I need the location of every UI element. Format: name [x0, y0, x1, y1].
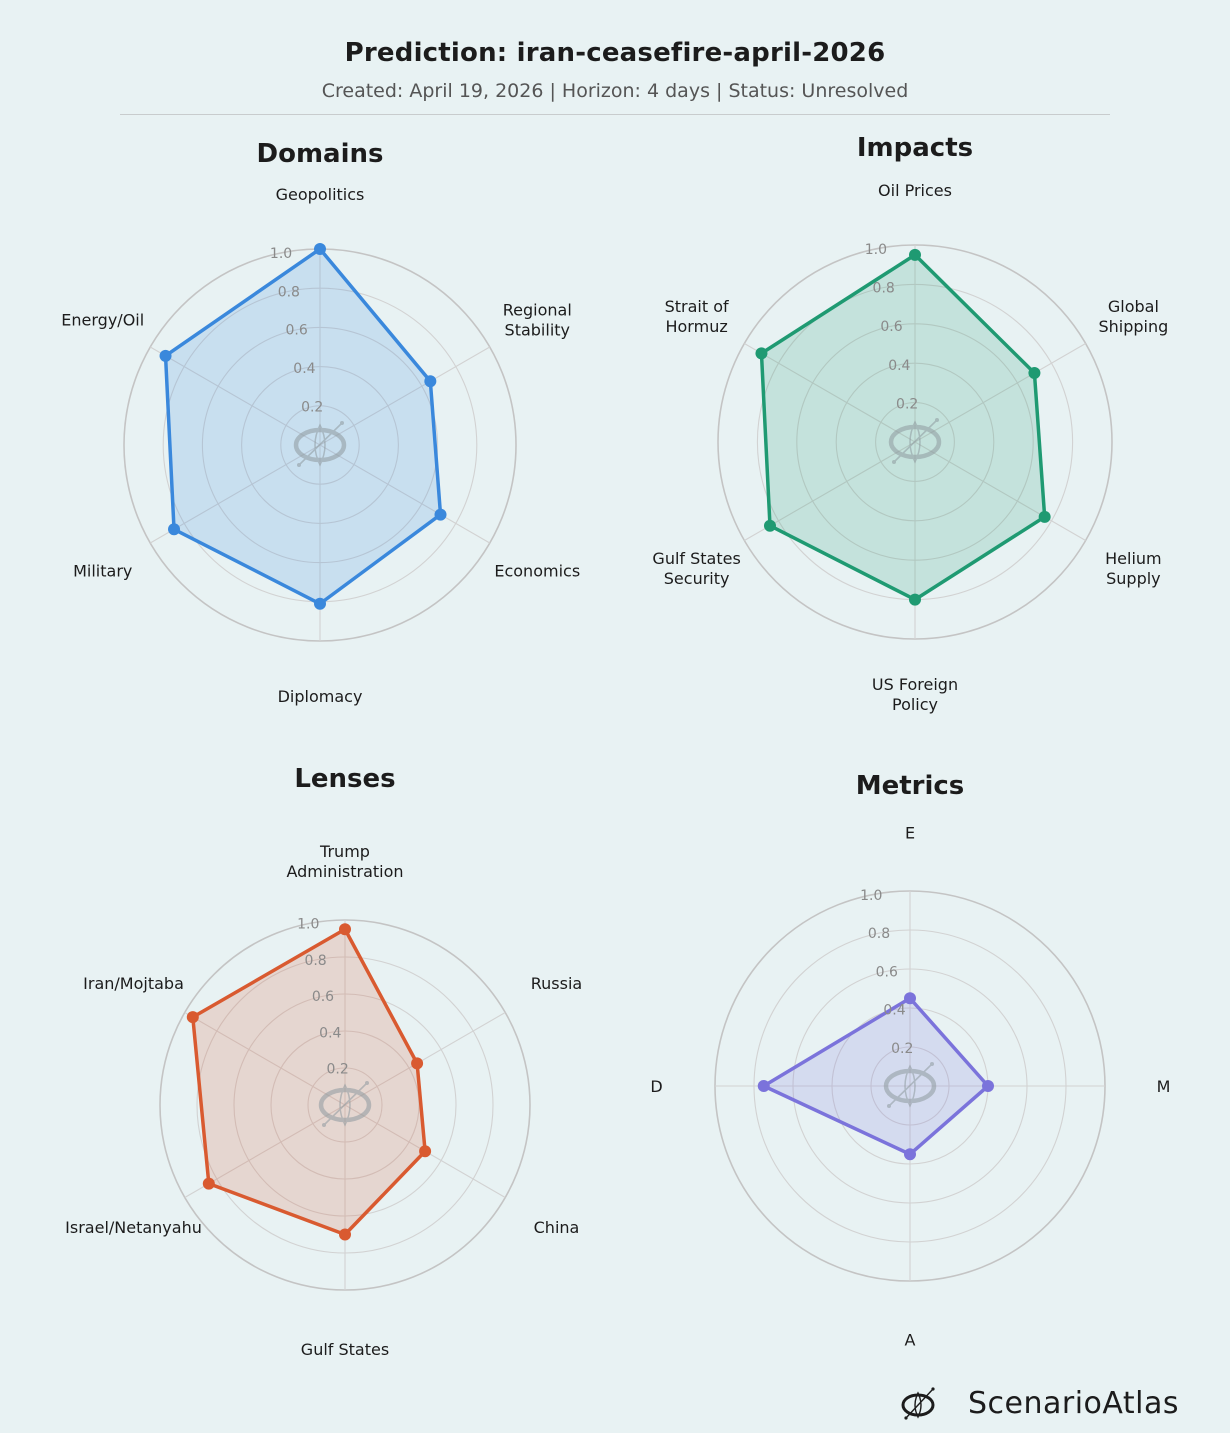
data-point [763, 519, 776, 532]
data-point [424, 375, 437, 388]
scenarioatlas-logo-icon [901, 1387, 935, 1420]
axis-label: Global Shipping [1098, 297, 1168, 336]
data-point [314, 597, 326, 610]
header-divider [120, 114, 1110, 115]
radial-tick-label: 0.4 [293, 361, 315, 377]
radial-tick-label: 0.4 [888, 358, 910, 374]
series-area [165, 249, 441, 604]
data-point [1028, 367, 1041, 380]
axis-label: Russia [531, 974, 582, 993]
axis-label: Gulf States [301, 1340, 389, 1359]
brand-footer: ScenarioAtlas [900, 1380, 1179, 1426]
axis-label: Military [73, 561, 132, 580]
center-logo-icon [883, 1062, 937, 1108]
grid-spoke [319, 444, 491, 544]
data-point [168, 523, 181, 536]
grid-spoke [914, 343, 1086, 443]
center-logo-icon [293, 421, 347, 467]
radar-chart-impacts: Impacts 0.2 0.4 0.6 0.8 1.0 Oil Prices Global Sh… [652, 133, 1168, 714]
data-point [434, 508, 447, 521]
axis-label: Diplomacy [278, 687, 363, 706]
data-point [159, 349, 172, 362]
page-title: Prediction: iran-ceasefire-april-2026 [344, 38, 886, 68]
radial-tick-label: 0.8 [868, 926, 890, 942]
grid-spoke [149, 346, 321, 446]
data-point [757, 1080, 770, 1092]
grid-spoke [184, 1012, 346, 1106]
grid-spoke [914, 441, 1086, 541]
data-point [202, 1177, 215, 1190]
axis-label: Regional Stability [503, 301, 572, 340]
data-point [411, 1057, 424, 1070]
radial-tick-label: 0.6 [880, 319, 902, 335]
radial-tick-label: 0.8 [304, 953, 326, 969]
brand-name: ScenarioAtlas [968, 1385, 1180, 1421]
axis-label: Trump Administration [286, 842, 403, 881]
grid-spoke [344, 1012, 506, 1106]
grid-spoke [744, 343, 916, 443]
axis-label: E [905, 824, 915, 843]
grid-spoke [319, 346, 491, 446]
axis-label: M [1157, 1077, 1171, 1096]
data-point [755, 347, 768, 360]
axis-label: D [650, 1077, 662, 1096]
series-area [192, 929, 426, 1235]
data-point [909, 248, 921, 261]
radial-tick-label: 0.6 [286, 323, 308, 339]
chart-title: Lenses [294, 764, 395, 794]
data-point [339, 923, 351, 936]
center-logo-icon [318, 1081, 372, 1127]
axis-label: Oil Prices [878, 181, 952, 200]
radial-tick-label: 1.0 [297, 917, 319, 933]
axis-label: US Foreign Policy [872, 675, 958, 714]
radial-tick-label: 0.8 [873, 281, 895, 297]
radial-tick-label: 0.2 [891, 1041, 913, 1057]
axis-label: Helium Supply [1105, 549, 1162, 588]
data-point [339, 1228, 351, 1241]
data-point [1038, 510, 1051, 523]
radial-tick-label: 1.0 [865, 242, 887, 258]
radial-tick-label: 1.0 [860, 888, 882, 904]
axis-label: Economics [494, 561, 580, 580]
data-point [982, 1080, 994, 1092]
axis-label: Iran/Mojtaba [83, 974, 184, 993]
axis-label: Israel/Netanyahu [65, 1218, 202, 1237]
radial-tick-label: 0.4 [319, 1025, 341, 1041]
radar-chart-domains: Domains 0.2 0.4 0.6 0.8 1.0 Geopolitics Regiona… [61, 139, 580, 706]
radial-tick-label: 1.0 [270, 246, 292, 262]
radial-tick-label: 0.2 [301, 400, 323, 416]
chart-title: Impacts [857, 133, 973, 163]
chart-title: Metrics [856, 771, 965, 801]
axis-label: China [534, 1218, 580, 1237]
data-point [904, 1148, 916, 1161]
chart-title: Domains [257, 139, 384, 169]
axis-label: Strait of Hormuz [665, 297, 729, 336]
radial-tick-label: 0.4 [883, 1003, 905, 1019]
radial-tick-label: 0.6 [312, 989, 334, 1005]
data-point [904, 992, 916, 1005]
data-point [314, 243, 326, 255]
radial-tick-label: 0.8 [278, 284, 300, 300]
data-point [186, 1011, 199, 1024]
page-subtitle: Created: April 19, 2026 | Horizon: 4 day… [321, 80, 909, 102]
radar-chart-lenses: Lenses 0.2 0.4 0.6 0.8 1.0 Trump Administration… [65, 764, 582, 1359]
axis-label: Energy/Oil [61, 311, 144, 330]
center-logo-icon [888, 418, 942, 464]
axis-label: A [905, 1331, 916, 1350]
radial-tick-label: 0.2 [896, 396, 918, 412]
data-point [419, 1145, 432, 1158]
series-area [763, 998, 988, 1155]
axis-label: Gulf States Security [652, 549, 740, 588]
radar-chart-metrics: Metrics 0.2 0.4 0.6 0.8 1.0 E M A D [650, 771, 1170, 1350]
data-point [909, 593, 921, 606]
radial-tick-label: 0.2 [327, 1062, 349, 1078]
radial-tick-label: 0.6 [876, 964, 898, 980]
axis-label: Geopolitics [276, 185, 365, 204]
